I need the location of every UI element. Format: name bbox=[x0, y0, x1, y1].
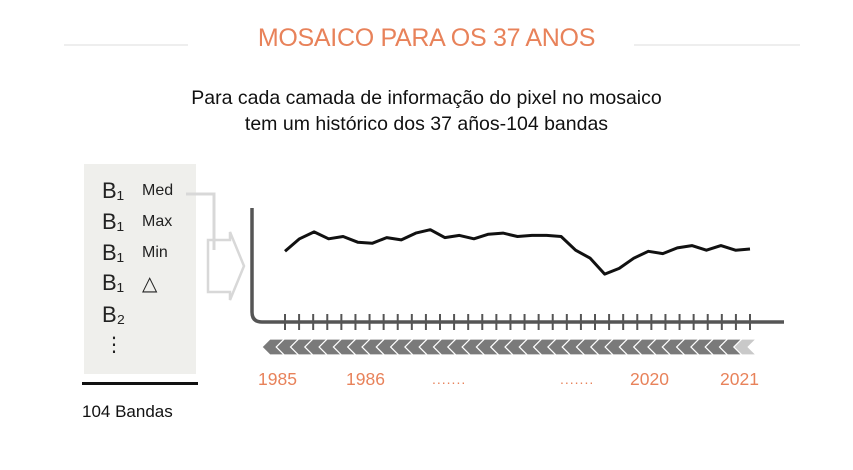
connector-line bbox=[186, 192, 216, 250]
subtitle-line-2: tem um histórico dos 37 años-104 bandas bbox=[244, 113, 609, 135]
band-chevron bbox=[733, 338, 758, 356]
axis-ticks bbox=[284, 314, 751, 330]
year-label-2021: 2021 bbox=[720, 369, 759, 389]
year-label-1985: 1985 bbox=[258, 369, 297, 389]
band-chevrons bbox=[261, 338, 758, 356]
ellipsis-label: ....... bbox=[560, 371, 595, 387]
band-code: B₁ bbox=[102, 270, 125, 295]
band-code: B₁ bbox=[102, 178, 125, 203]
band-stat-min: Min bbox=[142, 244, 168, 261]
title-row: MOSAICO PARA OS 37 ANOS bbox=[0, 22, 853, 62]
year-label-1986: 1986 bbox=[346, 369, 385, 389]
title-rule-left bbox=[64, 44, 188, 46]
vertical-ellipsis: ⋮ bbox=[104, 334, 124, 356]
page-title: MOSAICO PARA OS 37 ANOS bbox=[257, 24, 596, 52]
title-rule-right bbox=[634, 44, 800, 46]
panel-base-line bbox=[82, 382, 198, 385]
band-code: B₂ bbox=[102, 302, 126, 327]
arrow-icon bbox=[206, 231, 246, 301]
bands-total-label: 104 Bandas bbox=[82, 402, 173, 421]
time-series-line bbox=[284, 228, 751, 276]
band-stat-med: Med bbox=[142, 182, 174, 199]
band-code: B₁ bbox=[102, 240, 125, 265]
chart-axis bbox=[250, 208, 784, 324]
subtitle-line-1: Para cada camada de informação do pixel … bbox=[191, 87, 662, 109]
band-stat-max: Max bbox=[142, 213, 173, 230]
bands-panel: B₁ Med B₁ Max B₁ Min B₁ △ B₂ ⋮ bbox=[84, 164, 196, 374]
ellipsis-label: ....... bbox=[432, 371, 467, 387]
year-label-2020: 2020 bbox=[630, 369, 669, 389]
band-code: B₁ bbox=[102, 209, 125, 234]
subtitle: Para cada camada de informação do pixel … bbox=[0, 85, 853, 137]
band-stat-delta: △ bbox=[142, 273, 158, 295]
